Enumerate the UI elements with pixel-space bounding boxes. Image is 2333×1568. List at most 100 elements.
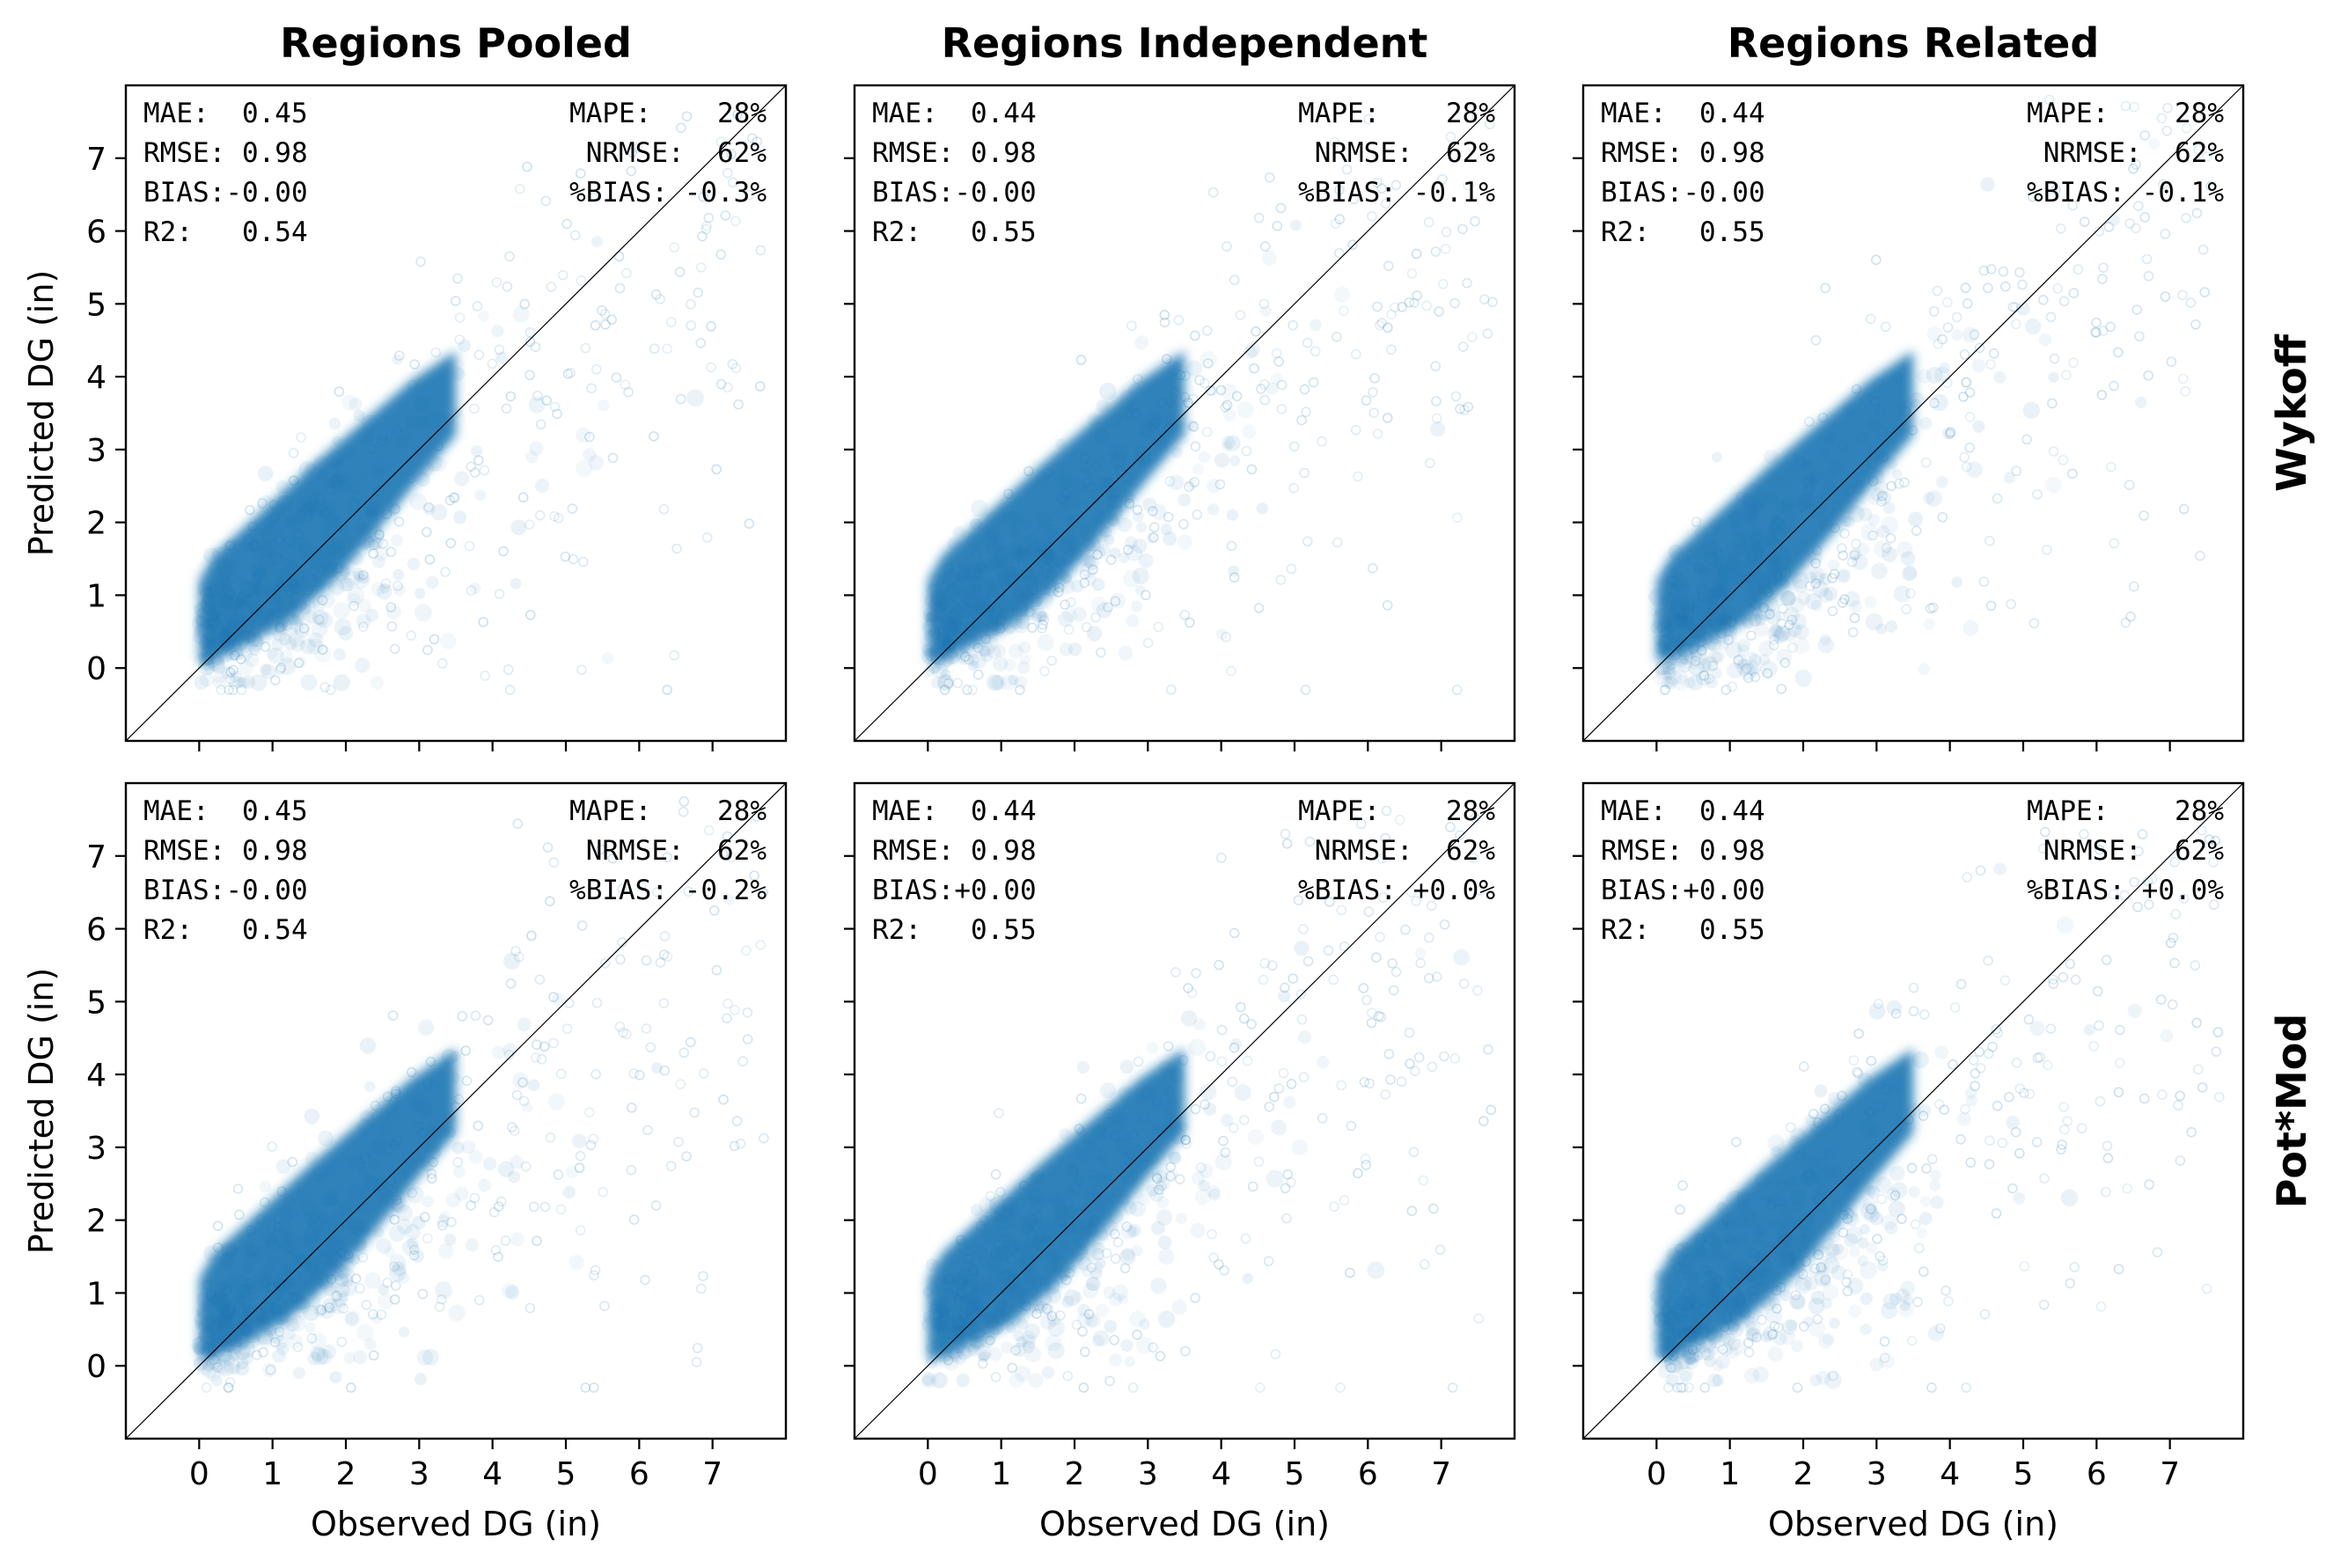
scatter-point bbox=[662, 852, 672, 862]
scatter-point bbox=[1019, 654, 1031, 665]
scatter-point bbox=[1111, 444, 1128, 461]
scatter-point bbox=[260, 1301, 277, 1319]
scatter-point bbox=[2165, 937, 2176, 949]
scatter-point bbox=[1110, 453, 1126, 470]
scatter-point bbox=[1006, 547, 1023, 565]
scatter-point bbox=[245, 1333, 260, 1349]
scatter-point bbox=[1725, 1258, 1741, 1273]
scatter-point bbox=[285, 516, 299, 530]
scatter-point bbox=[1657, 1365, 1672, 1379]
scatter-point bbox=[1975, 1063, 1986, 1073]
scatter-point bbox=[352, 568, 364, 580]
scatter-point bbox=[1103, 1286, 1116, 1300]
scatter-point bbox=[1713, 584, 1724, 596]
scatter-point bbox=[698, 191, 708, 202]
scatter-point bbox=[1734, 1301, 1750, 1317]
scatter-point bbox=[927, 658, 942, 674]
scatter-point bbox=[1310, 319, 1322, 332]
scatter-point bbox=[1765, 557, 1784, 575]
scatter-point bbox=[965, 620, 975, 632]
scatter-point bbox=[307, 1217, 325, 1234]
scatter-point bbox=[686, 389, 704, 407]
scatter-point bbox=[1859, 1224, 1870, 1235]
scatter-point bbox=[1815, 1157, 1828, 1170]
scatter-point bbox=[422, 1348, 439, 1366]
scatter-point bbox=[1117, 1293, 1128, 1305]
scatter-point bbox=[201, 1343, 216, 1359]
scatter-point bbox=[353, 573, 370, 590]
scatter-point bbox=[974, 1328, 985, 1338]
scatter-point bbox=[600, 319, 611, 330]
scatter-point bbox=[1876, 496, 1887, 507]
scatter-point bbox=[1222, 408, 1236, 421]
scatter-point bbox=[1669, 602, 1683, 616]
scatter-point bbox=[1117, 1192, 1130, 1206]
scatter-point bbox=[1170, 967, 1181, 978]
scatter-point bbox=[1132, 567, 1149, 585]
scatter-point bbox=[1724, 1232, 1736, 1245]
stat-right: %BIAS: -0.1% bbox=[1298, 177, 1495, 209]
scatter-point bbox=[307, 1259, 321, 1273]
scatter-point bbox=[1716, 1291, 1729, 1304]
scatter-point bbox=[243, 1278, 256, 1290]
scatter-point bbox=[1877, 490, 1892, 505]
scatter-point bbox=[1457, 223, 1468, 235]
scatter-point bbox=[1989, 348, 1999, 359]
scatter-point bbox=[1912, 1296, 1923, 1308]
scatter-point bbox=[1190, 441, 1201, 452]
scatter-point bbox=[990, 616, 1002, 627]
scatter-point bbox=[391, 534, 403, 547]
scatter-point bbox=[220, 1256, 234, 1270]
scatter-point bbox=[1055, 1310, 1066, 1321]
scatter-point bbox=[237, 613, 252, 628]
scatter-point bbox=[2119, 890, 2130, 901]
scatter-point bbox=[726, 852, 737, 863]
scatter-point bbox=[1748, 542, 1766, 561]
scatter-point bbox=[1758, 537, 1772, 549]
scatter-point bbox=[1754, 1171, 1772, 1189]
scatter-point bbox=[1258, 974, 1269, 985]
scatter-point bbox=[426, 1173, 437, 1184]
scatter-point bbox=[1983, 956, 1993, 966]
scatter-point bbox=[1236, 401, 1254, 419]
scatter-point bbox=[277, 495, 294, 511]
scatter-point bbox=[382, 1091, 393, 1103]
scatter-point bbox=[204, 618, 216, 630]
scatter-point bbox=[2212, 1027, 2224, 1037]
scatter-point bbox=[279, 649, 293, 663]
scatter-point bbox=[635, 881, 647, 891]
scatter-point bbox=[1690, 656, 1701, 666]
scatter-point bbox=[2091, 317, 2102, 328]
scatter-point bbox=[1787, 642, 1798, 653]
scatter-point bbox=[316, 612, 334, 628]
scatter-point bbox=[1762, 1267, 1773, 1279]
scatter-point bbox=[195, 1303, 209, 1317]
scatter-point bbox=[2065, 958, 2076, 970]
column-title: Regions Independent bbox=[942, 19, 1428, 67]
scatter-point bbox=[1173, 315, 1185, 326]
scatter-point bbox=[1190, 1103, 1201, 1115]
scatter-point bbox=[1804, 581, 1816, 591]
scatter-point bbox=[2006, 1115, 2020, 1130]
scatter-point bbox=[1140, 454, 1153, 467]
stat-left: R2: 0.55 bbox=[872, 914, 1037, 946]
scatter-point bbox=[641, 955, 652, 966]
scatter-point bbox=[662, 951, 673, 962]
scatter-point bbox=[1117, 1086, 1133, 1102]
scatter-point bbox=[207, 607, 219, 619]
scatter-point bbox=[1743, 1265, 1759, 1281]
scatter-point bbox=[1993, 370, 2007, 384]
scatter-point bbox=[326, 685, 336, 695]
scatter-point bbox=[1650, 621, 1664, 634]
scatter-point bbox=[1911, 1051, 1929, 1069]
stat-right: NRMSE: 62% bbox=[2043, 137, 2225, 169]
scatter-point bbox=[1698, 657, 1712, 672]
scatter-point bbox=[1916, 368, 1932, 385]
scatter-point bbox=[248, 601, 263, 616]
scatter-point bbox=[1753, 501, 1764, 512]
scatter-point bbox=[197, 1318, 212, 1332]
scatter-point bbox=[933, 627, 948, 642]
scatter-point bbox=[1722, 590, 1734, 601]
scatter-point bbox=[355, 467, 368, 480]
